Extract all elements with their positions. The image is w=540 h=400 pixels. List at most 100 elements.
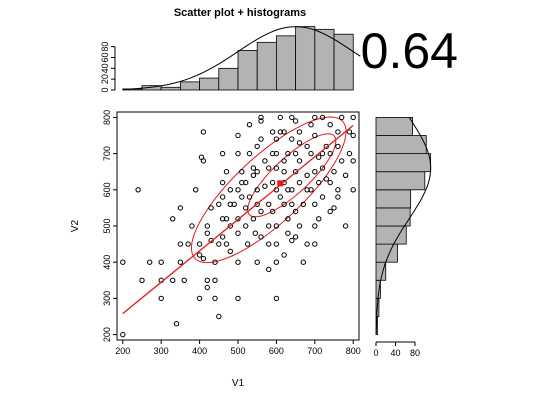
scatter-point — [273, 259, 280, 265]
scatter-point — [254, 187, 260, 193]
scatter-point — [227, 201, 234, 208]
scatter-point — [296, 129, 303, 135]
scatter-point — [289, 187, 295, 193]
scatter-point — [350, 132, 356, 139]
scatter-point — [312, 241, 318, 247]
scatter-point — [219, 150, 226, 157]
scatter-point — [266, 241, 272, 247]
scatter-point — [346, 150, 353, 157]
scatter-point — [212, 295, 218, 302]
scatter-point — [258, 234, 264, 240]
x-tick-label: 500 — [230, 346, 245, 356]
scatter-point — [219, 179, 226, 186]
scatter-point — [281, 158, 287, 164]
scatter-point — [246, 122, 253, 128]
x-axis-label: V1 — [232, 378, 245, 389]
scatter-point — [342, 223, 349, 229]
scatter-point — [273, 295, 280, 302]
correlation-value: 0.64 — [361, 23, 458, 79]
scatter-point — [266, 201, 272, 208]
scatter-point — [239, 194, 245, 200]
scatter-point — [223, 169, 230, 175]
scatter-point — [312, 201, 318, 208]
scatter-point — [266, 223, 272, 229]
top-histogram-bar — [295, 26, 316, 91]
y-tick-label: 600 — [102, 182, 112, 197]
scatter-point — [177, 241, 184, 247]
scatter-point — [177, 259, 184, 265]
scatter-point — [296, 158, 303, 164]
scatter-point — [323, 176, 329, 182]
scatter-point — [289, 237, 295, 244]
scatter-point — [120, 331, 126, 338]
scatter-point — [204, 277, 211, 283]
scatter-point — [231, 201, 237, 208]
scatter-point — [327, 150, 333, 157]
scatter-point — [319, 165, 326, 171]
scatter-point — [296, 179, 303, 186]
mean-point-marker — [277, 180, 284, 187]
scatter-point — [158, 259, 164, 265]
scatter-point — [254, 143, 260, 150]
scatter-point — [327, 122, 333, 128]
scatter-point — [339, 158, 345, 164]
scatter-point — [342, 172, 349, 179]
scatter-point — [269, 150, 276, 157]
scatter-point — [235, 295, 241, 302]
scatter-point — [308, 150, 314, 157]
y-tick-label: 800 — [102, 110, 112, 125]
x-tick-label: 300 — [154, 346, 169, 356]
scatter-point — [208, 205, 214, 211]
scatter-point — [327, 179, 333, 186]
scatter-point — [216, 313, 222, 320]
scatter-point — [327, 208, 333, 215]
scatter-point — [235, 259, 241, 265]
scatter-point — [185, 241, 191, 247]
scatter-point — [246, 150, 253, 157]
scatter-point — [219, 194, 226, 200]
scatter-point — [227, 248, 234, 255]
right-histogram-bar — [375, 117, 413, 136]
scatter-point — [335, 194, 341, 200]
scatter-point — [196, 295, 203, 302]
scatter-point — [281, 129, 287, 135]
scatter-point — [273, 241, 280, 247]
top-histogram-bar — [256, 41, 277, 91]
scatter-point — [331, 169, 337, 175]
scatter-point — [281, 169, 287, 175]
scatter-point — [200, 255, 207, 262]
top-density-curve — [122, 26, 361, 90]
scatter-point — [204, 223, 211, 229]
scatter-point — [312, 169, 318, 175]
scatter-point — [292, 169, 299, 175]
scatter-point — [235, 150, 241, 157]
x-tick-label: 400 — [192, 346, 207, 356]
top-histogram-bar — [276, 35, 297, 91]
scatter-panel: 200 300 400 500 600 700 800 200 300 400 500 600 700… — [102, 110, 361, 356]
scatter-point — [250, 216, 257, 222]
scatter-point — [147, 259, 153, 265]
scatter-point — [216, 241, 222, 247]
scatter-point — [181, 277, 187, 283]
scatter-point — [316, 216, 322, 222]
scatter-point — [258, 208, 264, 215]
scatter-point — [316, 154, 322, 160]
scatter-point — [200, 158, 207, 164]
scatter-point — [273, 150, 280, 157]
right-histogram-bar — [375, 189, 412, 209]
scatter-point — [273, 136, 280, 142]
confidence-ellipse-outer — [190, 116, 347, 264]
scatter-point — [243, 205, 249, 211]
scatter-point — [292, 118, 299, 124]
scatter-point — [219, 234, 226, 240]
scatter-point — [204, 284, 211, 291]
scatter-point — [285, 216, 291, 222]
scatter-point — [250, 165, 257, 171]
scatter-point — [277, 114, 283, 121]
scatter-points — [120, 114, 356, 338]
x-tick-label: 800 — [346, 346, 361, 356]
scatter-point — [339, 114, 345, 121]
scatter-point — [239, 179, 245, 186]
